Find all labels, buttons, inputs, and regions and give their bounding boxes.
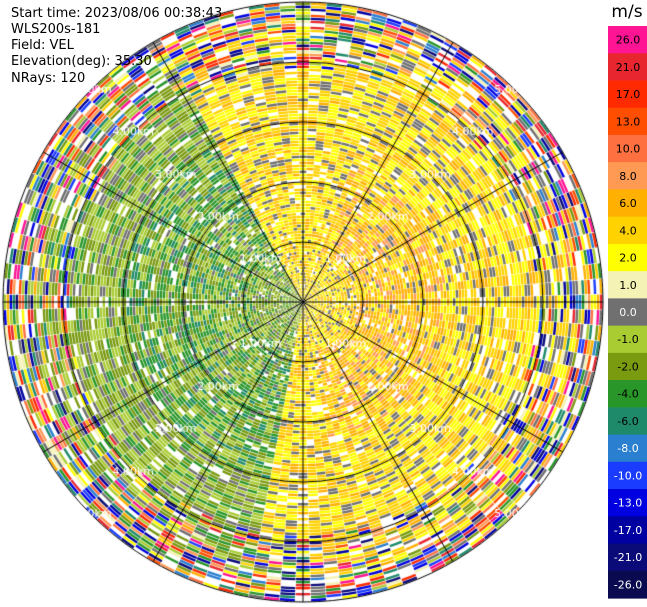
instrument-label: WLS200s-181 (11, 22, 101, 37)
field-label: Field: VEL (11, 38, 74, 53)
nrays-label: NRays: 120 (11, 71, 86, 86)
start-time-label: Start time: 2023/08/06 00:38:43 (11, 6, 223, 21)
elevation-label: Elevation(deg): 35.30 (11, 54, 152, 69)
